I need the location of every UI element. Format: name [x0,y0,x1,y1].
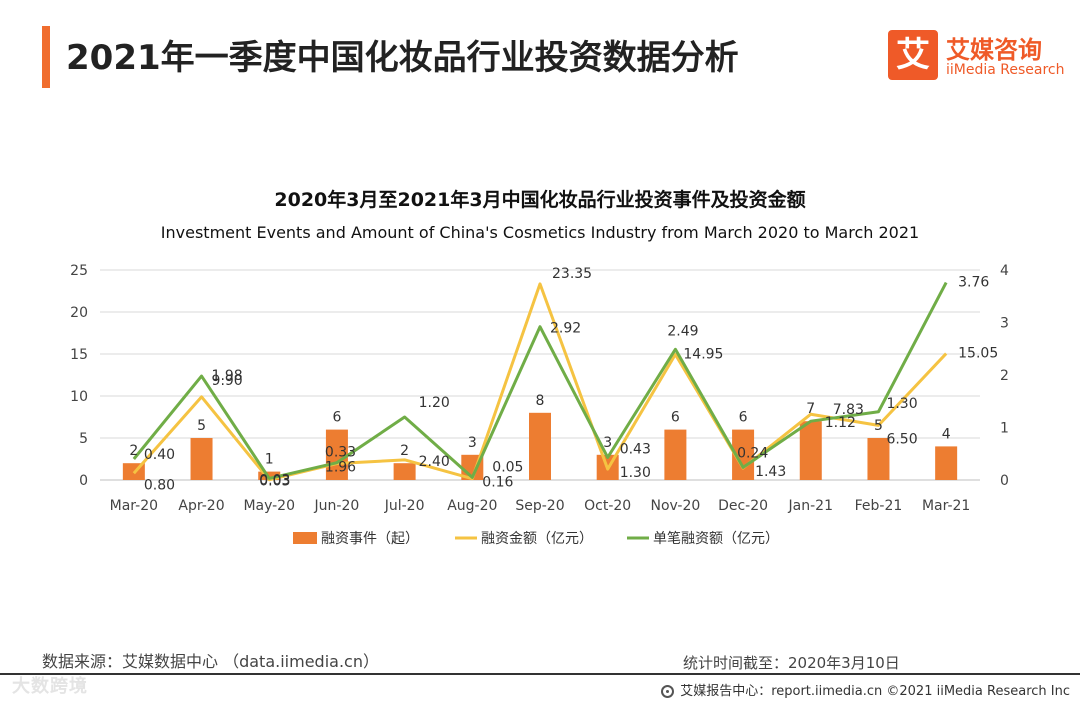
amount-label: 1.96 [325,460,356,476]
bar [529,412,551,480]
amount-label: 0.80 [144,477,175,493]
avg-amount-label: 0.40 [144,447,175,463]
amount-label: 23.35 [552,266,592,282]
left-axis-tick: 15 [70,347,88,363]
footer-divider [0,673,1080,675]
x-axis-tick: Aug-20 [447,498,497,514]
data-source-note: 数据来源：艾媒数据中心 （data.iimedia.cn） [42,652,379,671]
chart-subtitle: Investment Events and Amount of China's … [160,223,920,242]
amount-label: 14.95 [683,346,723,362]
avg-amount-line [132,281,948,480]
avg-amount-label: 0.24 [737,445,768,461]
left-axis-tick: 25 [70,263,88,279]
chart-title: 2020年3月至2021年3月中国化妆品行业投资事件及投资金额 [274,189,806,211]
page-title: 2021年一季度中国化妆品行业投资数据分析 [66,38,739,78]
amount-label: 9.90 [212,373,243,389]
avg-amount-label: 0.05 [492,459,523,475]
iimedia-logo: 艾 艾媒咨询 iiMedia Research [888,30,1068,82]
left-axis-tick: 0 [79,473,88,489]
x-axis-tick: Apr-20 [178,498,224,514]
bar [393,463,416,480]
amount-label: 15.05 [958,346,998,362]
title-accent-bar [42,26,50,88]
bar [935,446,958,480]
bar [325,429,348,480]
bar [190,438,213,480]
avg-amount-label: 1.20 [419,395,450,411]
bar-label: 7 [806,401,815,417]
avg-amount-label: 2.92 [550,321,581,337]
bar [867,438,890,480]
x-axis-tick: Jan-21 [788,498,833,514]
avg-amount-label: 0.43 [620,441,651,457]
bar-label: 2 [400,443,409,459]
left-axis-tick: 20 [70,305,88,321]
bar-label: 3 [468,435,477,451]
x-axis-tick: Oct-20 [584,498,631,514]
x-axis-tick: May-20 [243,498,295,514]
bar-label: 8 [536,393,545,409]
x-axis-tick: Mar-21 [922,498,970,514]
logo-name-en: iiMedia Research [946,62,1065,78]
right-axis-tick: 4 [1000,263,1009,279]
x-axis-tick: Dec-20 [718,498,768,514]
bar-label: 6 [671,410,680,426]
legend-label-avg: 单笔融资额（亿元） [653,531,779,547]
amount-label: 0.16 [482,475,513,491]
legend-label-amount: 融资金额（亿元） [481,531,593,547]
avg-amount-label: 2.49 [667,323,698,339]
x-axis-tick: Jul-20 [384,498,425,514]
legend-label-events: 融资事件（起） [321,531,419,547]
avg-amount-label: 1.30 [886,396,917,412]
x-axis-tick: Nov-20 [650,498,700,514]
x-axis-tick: Jun-20 [314,498,360,514]
logo-mark: 艾 [888,30,938,80]
bar-label: 5 [874,418,883,434]
cutoff-date-note: 统计时间截至：2020年3月10日 [683,654,900,672]
report-center-icon [661,685,675,698]
left-axis-tick: 5 [79,431,88,447]
right-axis-tick: 3 [1000,316,1009,332]
amount-label: 1.30 [620,465,651,481]
avg-amount-label: 1.98 [212,368,243,384]
avg-amount-label: 1.12 [825,415,856,431]
avg-amount-label: 3.76 [958,275,989,291]
logo-name-cn: 艾媒咨询 [946,36,1042,64]
bar-label: 2 [129,443,138,459]
bar-label: 5 [197,418,206,434]
footer-report-center-text: 艾媒报告中心：report.iimedia.cn ©2021 iiMedia R… [680,684,1070,699]
amount-label: 6.50 [886,431,917,447]
bar-label: 3 [603,435,612,451]
avg-amount-label: 0.33 [325,445,356,461]
bar [799,421,822,480]
amount-label: 2.40 [419,454,450,470]
amount-label: 0.03 [259,474,290,490]
bar [732,429,755,480]
amount-label: 1.43 [755,464,786,480]
right-axis-tick: 0 [1000,473,1009,489]
bar-label: 6 [739,410,748,426]
right-axis-tick: 2 [1000,368,1009,384]
bar-label: 4 [942,426,951,442]
avg-amount-label: 0.03 [259,472,290,488]
amount-label: 7.83 [833,402,864,418]
x-axis-tick: Feb-21 [855,498,903,514]
right-axis-tick: 1 [1000,421,1009,437]
watermark-text: 大数跨境 [12,676,88,697]
left-axis-tick: 10 [70,389,88,405]
bar-label: 6 [332,410,341,426]
x-axis-tick: Sep-20 [515,498,564,514]
bar [664,429,687,480]
x-axis-tick: Mar-20 [110,498,158,514]
legend-swatch-events [293,532,317,544]
bar-label: 1 [265,452,274,468]
footer-report-center: 艾媒报告中心：report.iimedia.cn ©2021 iiMedia R… [661,680,1070,699]
